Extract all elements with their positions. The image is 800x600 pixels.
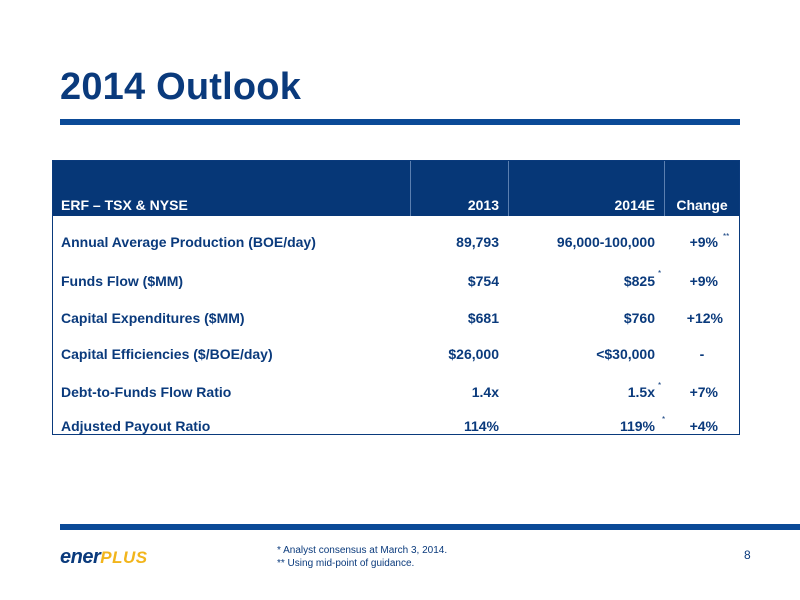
footnote-marker: * <box>658 269 662 278</box>
row-change-value: +4% <box>689 418 718 434</box>
row-2013-value: $26,000 <box>448 346 499 362</box>
row-2014e-value: $760 <box>623 310 655 326</box>
footnote-marker: ** <box>723 232 730 241</box>
row-2014e-value: <$30,000 <box>596 346 655 362</box>
header-2013: 2013 <box>467 197 499 213</box>
row-metric: Capital Efficiencies ($/BOE/day) <box>61 346 273 362</box>
header-divider <box>508 161 509 216</box>
row-metric: Capital Expenditures ($MM) <box>61 310 245 326</box>
row-change-value: +12% <box>686 310 723 326</box>
row-metric: Annual Average Production (BOE/day) <box>61 234 316 250</box>
row-2014e-value: 119% <box>619 418 655 434</box>
outlook-table: ERF – TSX & NYSE 2013 2014E Change Annua… <box>52 160 740 435</box>
row-change-value: +9% <box>689 273 718 289</box>
row-2013-value: 89,793 <box>456 234 499 250</box>
table-header: ERF – TSX & NYSE 2013 2014E Change <box>53 161 739 216</box>
page-title: 2014 Outlook <box>60 66 302 108</box>
footer-rule <box>60 524 800 530</box>
row-2013-value: $681 <box>467 310 499 326</box>
row-2014e-value: $825 <box>623 273 655 289</box>
header-change: Change <box>676 197 728 213</box>
header-2014e: 2014E <box>614 197 655 213</box>
page-number: 8 <box>744 548 751 562</box>
row-metric: Adjusted Payout Ratio <box>61 418 211 434</box>
row-2013-value: 1.4x <box>471 384 499 400</box>
row-metric: Debt-to-Funds Flow Ratio <box>61 384 232 400</box>
row-change-value: +9% <box>689 234 718 250</box>
logo-ener-text: ener <box>60 546 101 568</box>
row-2014e-value: 1.5x <box>627 384 655 400</box>
row-2013-value: $754 <box>467 273 499 289</box>
logo-plus-text: PLUS <box>100 548 148 567</box>
header-metric: ERF – TSX & NYSE <box>61 197 188 213</box>
title-rule <box>60 119 740 125</box>
header-divider <box>664 161 665 216</box>
footnote-analyst-consensus: * Analyst consensus at March 3, 2014. <box>277 545 448 556</box>
footnote-marker: * <box>658 381 662 390</box>
enerplus-logo: enerPLUS <box>60 546 148 569</box>
header-divider <box>410 161 411 216</box>
footnotes: * Analyst consensus at March 3, 2014. **… <box>277 544 447 570</box>
row-metric: Funds Flow ($MM) <box>61 273 184 289</box>
row-2013-value: 114% <box>463 418 499 434</box>
row-change-value: - <box>699 346 705 362</box>
row-change-value: +7% <box>689 384 718 400</box>
row-2014e-value: 96,000-100,000 <box>556 234 655 250</box>
footnote-marker: * <box>662 415 666 424</box>
footnote-mid-point: ** Using mid-point of guidance. <box>277 558 415 569</box>
